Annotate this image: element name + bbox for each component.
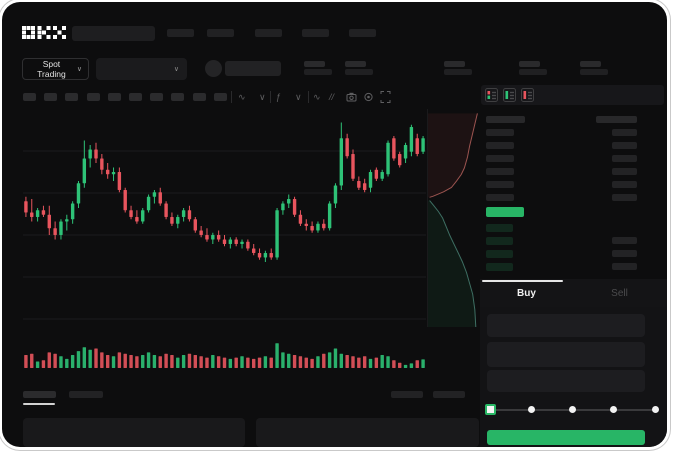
slider-handle[interactable]	[484, 404, 496, 415]
order-book-ask-amount	[612, 181, 637, 188]
order-book-ask-amount	[612, 155, 637, 162]
stat-label-skeleton	[444, 61, 465, 67]
compare-icon[interactable]: //	[329, 92, 335, 102]
candlestick-chart[interactable]	[23, 109, 426, 334]
stat-value-skeleton	[345, 69, 373, 75]
chevron-down-icon: ∨	[173, 66, 179, 73]
orders-panel-skeleton	[256, 418, 479, 447]
order-book-ask-amount	[612, 168, 637, 175]
okx-logo[interactable]	[22, 26, 68, 41]
slider-stop-dot[interactable]	[651, 406, 659, 413]
order-book-bid-amount	[612, 263, 637, 270]
order-book-ask-amount	[612, 194, 637, 201]
line-type-icon[interactable]: ∿	[313, 92, 321, 102]
order-book-bid-price[interactable]	[486, 250, 513, 258]
nav-item-skeleton[interactable]	[255, 29, 282, 37]
timeframe-button[interactable]	[213, 93, 227, 101]
tab-buy[interactable]: Buy	[517, 287, 536, 299]
order-book-ask-amount	[612, 142, 637, 149]
order-book-bid-amount	[612, 237, 637, 244]
chevron-down-icon[interactable]: ∨	[259, 92, 266, 102]
active-tab-underline	[23, 403, 55, 405]
chevron-down-icon: ∨	[76, 66, 82, 73]
bottom-action-skeleton[interactable]	[433, 391, 465, 398]
bottom-action-skeleton[interactable]	[391, 391, 423, 398]
fullscreen-icon[interactable]	[380, 90, 391, 104]
book-bids-icon[interactable]	[503, 88, 516, 102]
tab-sell[interactable]: Sell	[611, 287, 628, 299]
slider-stop-dot[interactable]	[569, 406, 576, 413]
toolbar-divider	[231, 91, 232, 103]
timeframe-button[interactable]	[107, 93, 121, 101]
market-type-selector[interactable]: Spot Trading ∨	[22, 58, 89, 80]
order-book-bid-price[interactable]	[486, 263, 513, 271]
bottom-tab-active[interactable]	[23, 391, 56, 398]
order-book-ask-price[interactable]	[486, 142, 514, 149]
order-book-header-skeleton	[486, 116, 525, 123]
app-window: Spot Trading ∨ ∨ Buy Sell ∿ ∨ ƒ ∨ ∿	[2, 2, 667, 447]
chevron-down-icon[interactable]: ∨	[295, 92, 302, 102]
nav-item-skeleton[interactable]	[207, 29, 234, 37]
price-input-skeleton[interactable]	[487, 314, 645, 337]
timeframe-button[interactable]	[44, 93, 58, 101]
timeframe-button[interactable]	[86, 93, 100, 101]
timeframe-button[interactable]	[171, 93, 185, 101]
order-book-ask-price[interactable]	[486, 129, 514, 136]
orders-panel-skeleton	[23, 418, 245, 447]
order-book-ask-amount	[612, 129, 637, 136]
coin-avatar[interactable]	[205, 60, 222, 77]
market-type-label: Spot Trading	[37, 59, 66, 79]
stat-value-skeleton	[519, 69, 547, 75]
order-book-ask-price[interactable]	[486, 155, 514, 162]
pair-selector-dropdown[interactable]: ∨	[96, 58, 187, 80]
logo-title-skeleton	[72, 26, 155, 41]
book-both-icon[interactable]	[485, 88, 498, 102]
order-book-header-skeleton	[596, 116, 637, 123]
indicators-wave-icon[interactable]: ∿	[238, 92, 246, 102]
order-form	[480, 307, 667, 447]
order-book-toolbar	[481, 85, 664, 105]
stat-label-skeleton	[580, 61, 601, 67]
stat-value-skeleton	[304, 69, 332, 75]
pair-name-skeleton	[225, 61, 281, 76]
timeframe-button[interactable]	[65, 93, 79, 101]
timeframe-button[interactable]	[192, 93, 206, 101]
order-book-ask-price[interactable]	[486, 194, 514, 201]
buy-submit-button[interactable]	[487, 430, 645, 445]
book-asks-icon[interactable]	[521, 88, 534, 102]
order-book-bid-price[interactable]	[486, 237, 513, 245]
trade-tabs: Buy Sell	[480, 279, 667, 307]
stat-label-skeleton	[519, 61, 540, 67]
amount-input-skeleton[interactable]	[487, 342, 645, 367]
toolbar-divider	[308, 91, 309, 103]
volume-chart	[24, 343, 425, 368]
settings-icon[interactable]	[363, 90, 374, 104]
nav-item-skeleton[interactable]	[302, 29, 329, 37]
order-book-ask-price[interactable]	[486, 181, 514, 188]
stat-label-skeleton	[304, 61, 325, 67]
toolbar-divider	[270, 91, 271, 103]
last-price-indicator[interactable]	[486, 207, 524, 217]
camera-icon[interactable]	[346, 90, 357, 104]
nav-item-skeleton[interactable]	[167, 29, 194, 37]
fx-icon[interactable]: ƒ	[276, 92, 282, 102]
stat-value-skeleton	[444, 69, 472, 75]
nav-item-skeleton[interactable]	[349, 29, 376, 37]
slider-stop-dot[interactable]	[610, 406, 618, 413]
order-book-bid-price[interactable]	[486, 224, 513, 232]
stat-value-skeleton	[580, 69, 608, 75]
total-input-skeleton[interactable]	[487, 370, 645, 392]
timeframe-button[interactable]	[23, 93, 36, 101]
timeframe-button[interactable]	[129, 93, 142, 101]
slider-stop-dot[interactable]	[527, 406, 535, 413]
order-book	[480, 109, 667, 279]
stat-label-skeleton	[345, 61, 366, 67]
order-book-bid-amount	[612, 250, 637, 257]
depth-chart	[427, 109, 478, 327]
bottom-tab[interactable]	[69, 391, 103, 398]
order-book-ask-price[interactable]	[486, 168, 514, 175]
timeframe-button[interactable]	[150, 93, 164, 101]
active-tab-indicator	[482, 280, 563, 282]
